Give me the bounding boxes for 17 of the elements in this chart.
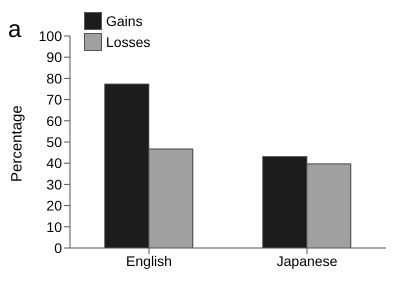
text: a bbox=[8, 16, 22, 43]
y-tick-label: 100 bbox=[38, 28, 62, 44]
y-tick-label: 20 bbox=[46, 198, 62, 214]
legend-label: Gains bbox=[106, 12, 143, 28]
x-tick-label: Japanese bbox=[276, 252, 338, 269]
y-axis-title: Percentage bbox=[8, 105, 26, 182]
legend-label: Losses bbox=[106, 34, 150, 50]
y-tick-label: 90 bbox=[46, 49, 62, 66]
y-tick-label: 0 bbox=[54, 240, 62, 256]
y-tick-label: 30 bbox=[46, 176, 62, 192]
y-tick-label: 70 bbox=[46, 92, 62, 108]
y-tick-label: 50 bbox=[46, 134, 62, 150]
x-tick-label: English bbox=[126, 252, 172, 269]
y-tick-label: 60 bbox=[46, 112, 62, 129]
y-tick-label: 40 bbox=[46, 155, 62, 172]
y-tick-label: 10 bbox=[46, 218, 62, 235]
y-tick-label: 80 bbox=[46, 70, 62, 86]
